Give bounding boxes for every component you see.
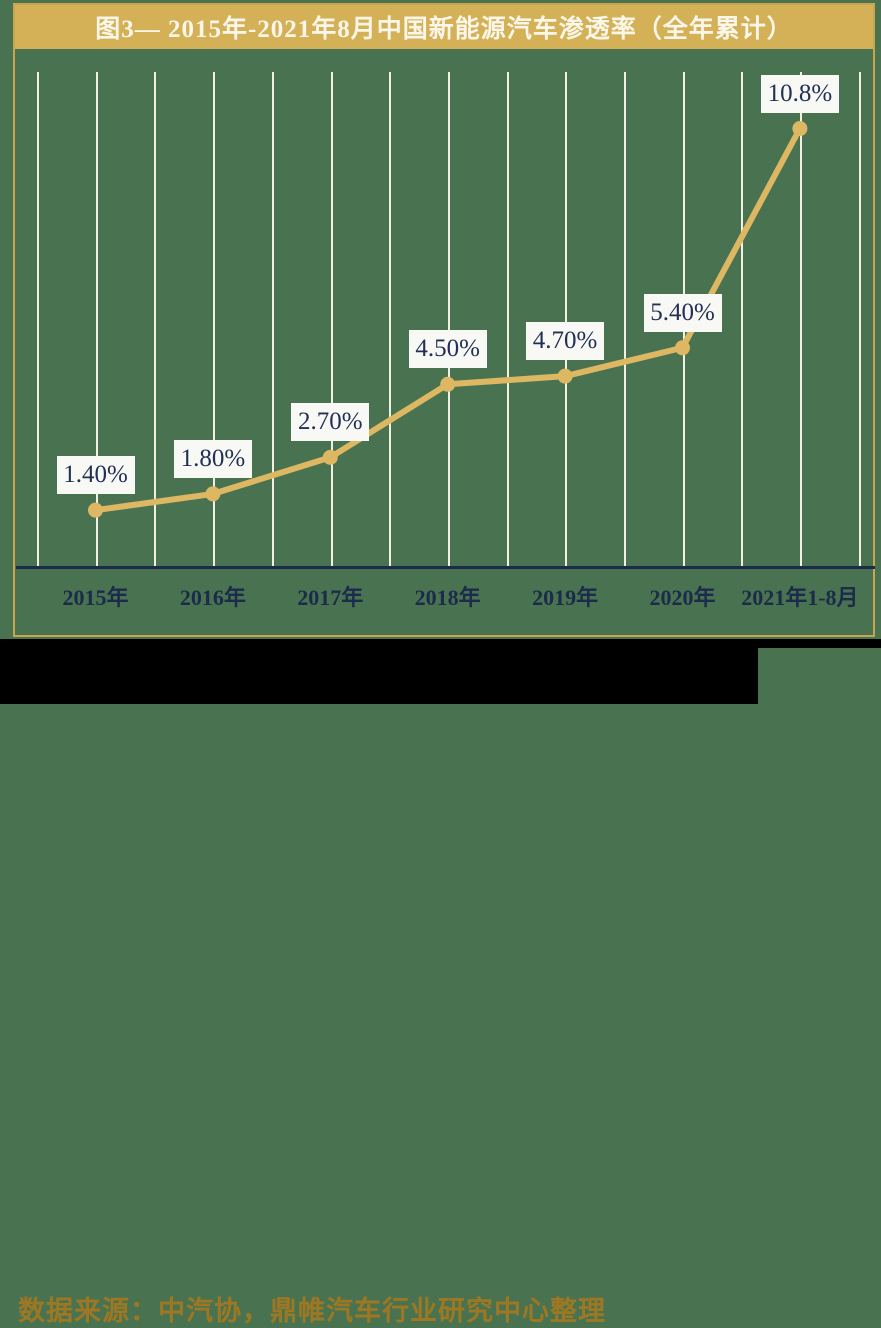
vertical-gridline	[565, 72, 568, 566]
x-axis-tick-label: 2018年	[414, 585, 481, 610]
footer-band-edge	[756, 639, 881, 648]
chart-card: 图3— 2015年-2021年8月中国新能源汽车渗透率（全年累计）	[13, 3, 875, 637]
penetration-rate-line-series	[88, 121, 808, 518]
vertical-gridline	[858, 72, 861, 566]
chart-title: 图3— 2015年-2021年8月中国新能源汽车渗透率（全年累计）	[95, 16, 793, 43]
data-point-marker	[205, 486, 221, 502]
x-axis-tick-label: 2015年	[62, 585, 129, 610]
x-axis-tick-label: 2016年	[179, 585, 246, 610]
data-point-value-label: 2.70%	[291, 403, 370, 442]
vertical-gridline	[37, 72, 39, 566]
data-point-value-label: 1.40%	[56, 456, 135, 495]
vertical-gridline	[800, 72, 803, 566]
vertical-gridline	[506, 72, 509, 566]
vertical-gridline	[213, 72, 216, 566]
data-point-value-label: 5.40%	[643, 293, 722, 332]
x-axis-tick-label: 2020年	[649, 585, 716, 610]
data-point-marker	[792, 121, 808, 137]
vertical-gridline	[330, 72, 333, 566]
data-point-value-label: 4.70%	[526, 322, 605, 361]
chart-title-bar: 图3— 2015年-2021年8月中国新能源汽车渗透率（全年累计）	[15, 5, 873, 49]
vertical-gridline	[271, 72, 274, 566]
plot-area: 2015年 2016年 2017年 2018年 2019年 2020年 2021年1-8月 1…	[16, 72, 875, 610]
data-point-marker	[88, 502, 103, 518]
vertical-gridline	[447, 72, 450, 566]
x-axis-line	[16, 566, 875, 569]
x-axis-tick-label: 2017年	[297, 585, 364, 610]
vertical-gridline	[624, 72, 626, 566]
data-source-note: 数据来源：中汽协，鼎帷汽车行业研究中心整理	[18, 1296, 606, 1326]
vertical-gridline	[95, 72, 98, 566]
vertical-gridline	[154, 72, 157, 566]
footer-band: 数据来源：中汽协，鼎帷汽车行业研究中心整理	[0, 639, 758, 1326]
x-axis-tick-label: 2021年1-8月	[741, 585, 859, 610]
data-point-marker	[322, 449, 338, 465]
data-point-marker	[557, 368, 573, 384]
data-point-marker	[440, 376, 456, 392]
data-point-value-label: 4.50%	[408, 330, 487, 369]
x-axis-tick-label: 2019年	[532, 585, 599, 610]
data-point-marker	[675, 340, 690, 356]
vertical-gridline	[389, 72, 392, 566]
data-point-value-label: 10.8%	[760, 74, 839, 113]
vertical-gridline	[741, 72, 744, 566]
data-point-value-label: 1.80%	[173, 439, 252, 478]
